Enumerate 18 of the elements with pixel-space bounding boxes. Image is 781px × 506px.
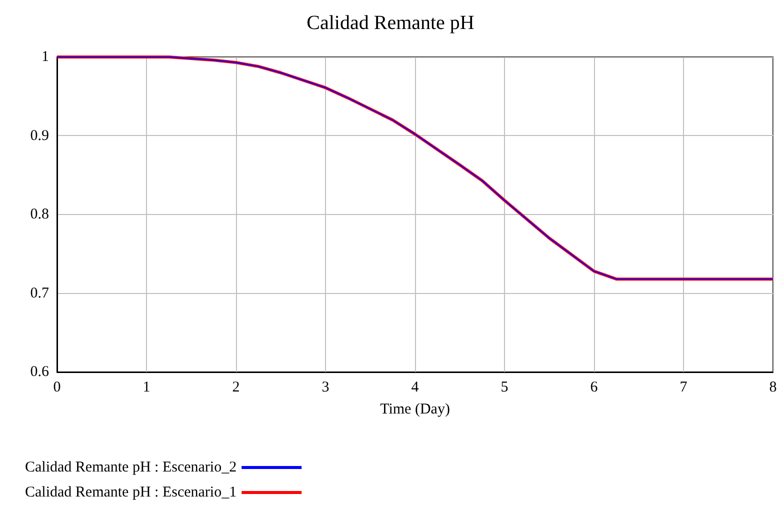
chart-title: Calidad Remante pH bbox=[306, 12, 474, 34]
x-tick-label: 8 bbox=[769, 380, 777, 396]
x-tick-label: 6 bbox=[590, 380, 598, 396]
x-tick-label: 1 bbox=[142, 380, 150, 396]
legend-label: Calidad Remante pH : Escenario_1 bbox=[24, 484, 237, 500]
x-tick-label: 2 bbox=[232, 380, 240, 396]
y-tick-label: 0.6 bbox=[30, 364, 50, 380]
x-tick-label: 3 bbox=[322, 380, 330, 396]
x-tick-label: 0 bbox=[53, 380, 61, 396]
y-tick-label: 1 bbox=[42, 49, 49, 65]
y-tick-label: 0.7 bbox=[30, 285, 50, 302]
y-tick-label: 0.8 bbox=[30, 206, 49, 222]
legend-label: Calidad Remante pH : Escenario_2 bbox=[24, 460, 237, 476]
x-axis-title: Time (Day) bbox=[380, 402, 450, 418]
x-tick-label: 5 bbox=[500, 380, 508, 396]
x-tick-label: 7 bbox=[680, 380, 688, 396]
x-tick-label: 4 bbox=[411, 380, 420, 396]
y-tick-label: 0.9 bbox=[30, 128, 49, 144]
